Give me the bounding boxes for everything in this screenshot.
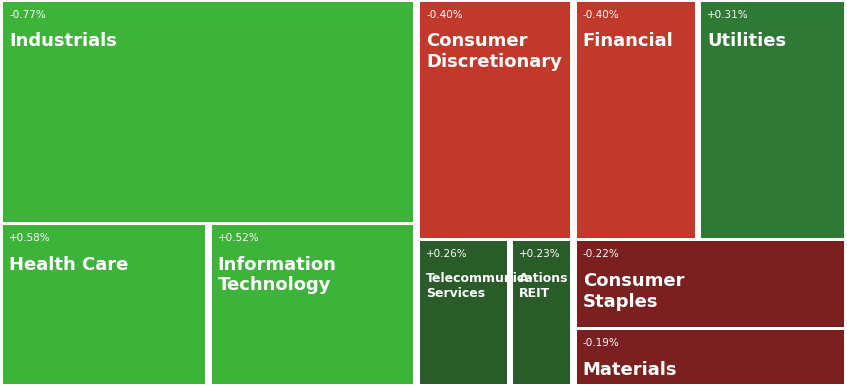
Text: -0.77%: -0.77% <box>9 10 46 20</box>
Bar <box>3 2 413 222</box>
Text: A-
REIT: A- REIT <box>519 272 551 300</box>
Bar <box>3 225 205 384</box>
Text: -0.40%: -0.40% <box>426 10 462 20</box>
Text: Financial: Financial <box>583 32 673 51</box>
Text: Telecommunications
Services: Telecommunications Services <box>426 272 568 300</box>
Text: +0.58%: +0.58% <box>9 233 51 243</box>
Bar <box>701 2 844 238</box>
Text: Utilities: Utilities <box>707 32 786 51</box>
Text: +0.52%: +0.52% <box>218 233 259 243</box>
Text: Consumer
Staples: Consumer Staples <box>583 272 684 311</box>
Text: +0.31%: +0.31% <box>707 10 749 20</box>
Bar <box>577 2 695 238</box>
Text: -0.22%: -0.22% <box>583 249 619 259</box>
Text: -0.19%: -0.19% <box>583 338 619 348</box>
Text: Information
Technology: Information Technology <box>218 256 336 295</box>
Bar <box>212 225 413 384</box>
Text: Health Care: Health Care <box>9 256 129 274</box>
Text: +0.26%: +0.26% <box>426 249 468 259</box>
Text: Industrials: Industrials <box>9 32 117 51</box>
Bar <box>513 241 570 384</box>
Text: Materials: Materials <box>583 361 678 379</box>
Bar <box>420 241 507 384</box>
Text: +0.23%: +0.23% <box>519 249 561 259</box>
Bar <box>577 330 844 384</box>
Text: Consumer
Discretionary: Consumer Discretionary <box>426 32 562 71</box>
Text: -0.40%: -0.40% <box>583 10 619 20</box>
Bar <box>577 241 844 327</box>
Bar <box>420 2 570 238</box>
